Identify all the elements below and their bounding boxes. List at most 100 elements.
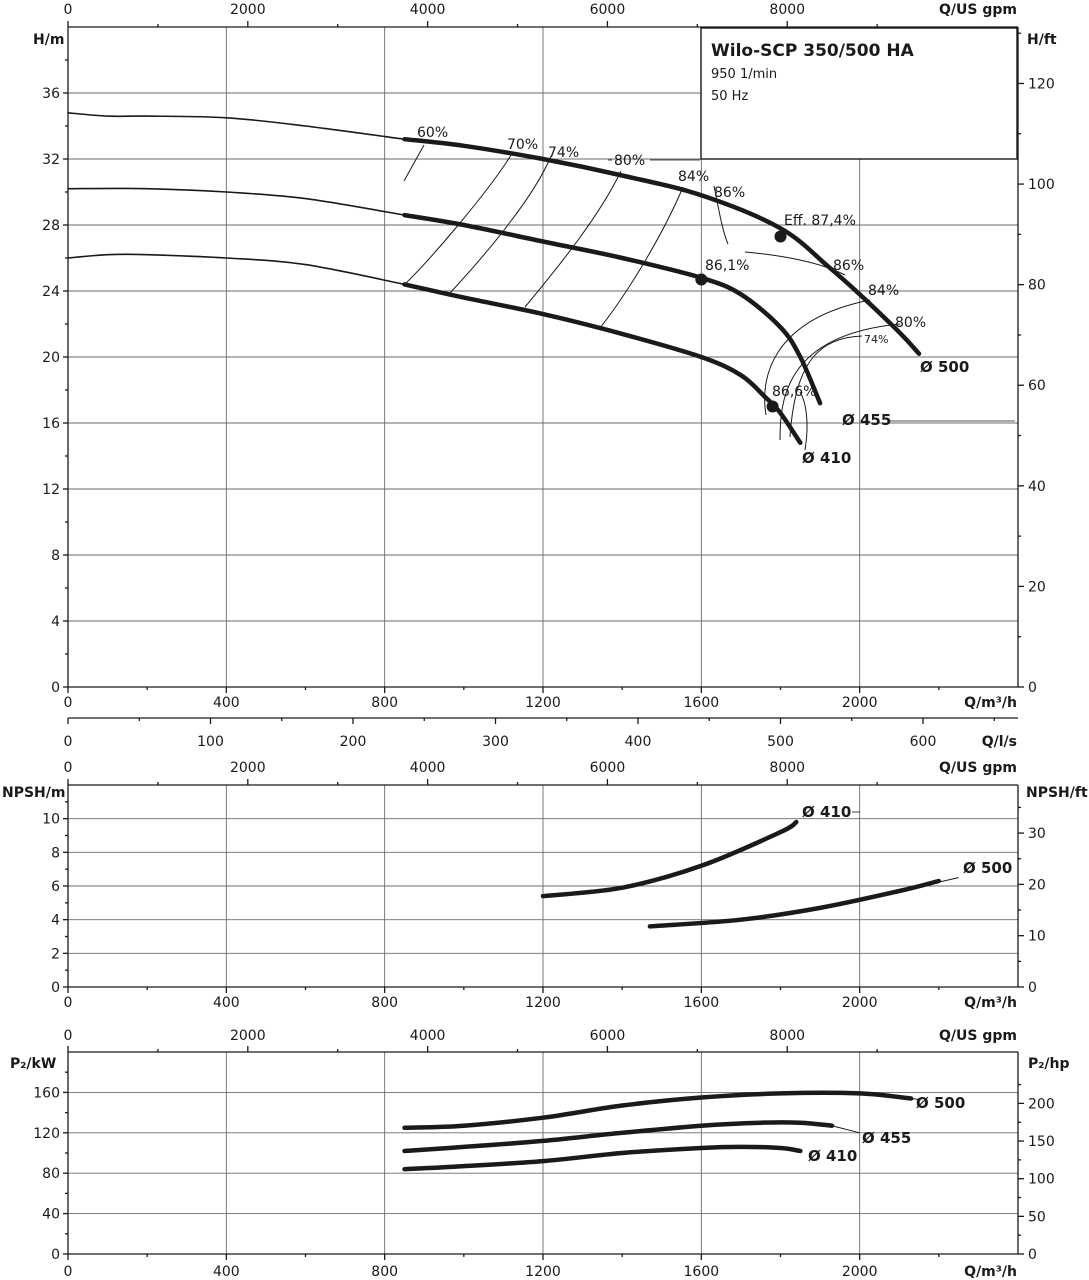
label-leader [831, 1125, 860, 1134]
head-y-right-axis-label: H/ft [1027, 32, 1057, 48]
ls-axis: 0 100 200 300 400 500 600 [64, 717, 1018, 750]
y-tick-label: 0 [51, 1247, 60, 1263]
eff-label: 74% [864, 333, 888, 346]
iso-efficiency-lines [403, 144, 901, 451]
eff-label: 74% [548, 145, 579, 161]
power-label-455: Ø 455 [862, 1129, 911, 1147]
eff-label: 80% [614, 153, 645, 169]
x-tick-label: 800 [371, 695, 398, 711]
series-line [402, 1120, 835, 1154]
y-tick-label: 6 [51, 879, 60, 895]
x-tick-label: 2000 [842, 995, 878, 1011]
power-gpm-axis-label: Q/US gpm [939, 1028, 1017, 1044]
power-curves [402, 1090, 920, 1172]
gpm-tick-label: 8000 [769, 1028, 805, 1044]
eff-label: 86,6% [772, 384, 816, 400]
x-tick-label: 1600 [684, 995, 720, 1011]
curve-label-410: Ø 410 [802, 449, 851, 467]
x-tick-label: 400 [213, 995, 240, 1011]
series-line [402, 1144, 803, 1172]
right-tick-label: 0 [1028, 680, 1037, 696]
x-tick-label: 0 [64, 695, 73, 711]
eff-label: 86% [714, 185, 745, 201]
series-line [540, 819, 799, 899]
x-tick-label: 0 [64, 995, 73, 1011]
right-tick-label: 40 [1028, 479, 1046, 495]
y-tick-label: 4 [51, 913, 60, 929]
gpm-tick-label: 6000 [590, 760, 626, 776]
npsh-grid [67, 784, 1019, 988]
right-tick-label: 120 [1028, 76, 1055, 92]
npsh-curves [540, 819, 959, 929]
series-line [402, 212, 823, 406]
gpm-tick-label: 2000 [230, 2, 266, 18]
label-leader [899, 877, 959, 892]
gpm-tick-label: 0 [64, 760, 73, 776]
gpm-tick-label: 6000 [590, 2, 626, 18]
y-tick-label: 24 [42, 284, 60, 300]
series-line-thin [67, 112, 406, 140]
right-tick-label: 200 [1028, 1096, 1055, 1112]
series-line-thin [67, 187, 406, 216]
curve-label-455: Ø 455 [842, 411, 891, 429]
ls-tick-label: 600 [910, 734, 937, 750]
eff-label: 60% [417, 125, 448, 141]
npsh-panel: 0 400 800 1200 1600 2000 0 2 4 6 8 10 0 2000 4000 6000 8… [2, 760, 1088, 1011]
eff-label: 80% [895, 315, 926, 331]
gpm-tick-label: 0 [64, 2, 73, 18]
series-line [402, 1090, 914, 1131]
power-grid [67, 1051, 1019, 1255]
y-tick-label: 12 [42, 482, 60, 498]
head-gpm-axis-label: Q/US gpm [939, 2, 1017, 18]
right-tick-label: 20 [1028, 579, 1046, 595]
x-tick-label: 1600 [684, 1264, 720, 1280]
y-tick-label: 120 [33, 1126, 60, 1142]
x-tick-label: 1200 [525, 695, 561, 711]
npsh-label-500: Ø 500 [963, 859, 1012, 877]
npsh-y-right-axis-label: NPSH/ft [1026, 785, 1088, 801]
y-tick-label: 160 [33, 1085, 60, 1101]
y-tick-label: 0 [51, 980, 60, 996]
gpm-tick-label: 4000 [410, 760, 446, 776]
npsh-y-axis-label: NPSH/m [2, 785, 65, 801]
right-tick-label: 100 [1028, 177, 1055, 193]
label-leader [911, 1097, 920, 1100]
npsh-tick-labels: 0 400 800 1200 1600 2000 0 2 4 6 8 10 0 2000 4000 6000 8… [42, 760, 1046, 1011]
bep-point [774, 230, 787, 243]
y-tick-label: 20 [42, 350, 60, 366]
head-x-axis-label: Q/m³/h [964, 695, 1017, 711]
gpm-tick-label: 6000 [590, 1028, 626, 1044]
ls-tick-label: 200 [340, 734, 367, 750]
power-label-500: Ø 500 [916, 1094, 965, 1112]
efficiency-labels: 60% 70% 74% 80% 84% 86% Eff. 87,4% 86,1%… [417, 125, 926, 400]
y-tick-label: 8 [51, 845, 60, 861]
frequency-label: 50 Hz [711, 89, 748, 104]
x-tick-label: 800 [371, 995, 398, 1011]
head-y-axis-label: H/m [33, 32, 64, 48]
power-label-410: Ø 410 [808, 1147, 857, 1165]
y-tick-label: 0 [51, 680, 60, 696]
chart-title: Wilo-SCP 350/500 HA [711, 41, 915, 61]
title-box [700, 27, 1018, 160]
eff-label: 86% [833, 258, 864, 274]
right-tick-label: 20 [1028, 877, 1046, 893]
npsh-gpm-axis-label: Q/US gpm [939, 760, 1017, 776]
y-tick-label: 8 [51, 548, 60, 564]
x-tick-label: 400 [213, 1264, 240, 1280]
series-line-thin [67, 253, 406, 286]
eff-label: 70% [507, 137, 538, 153]
x-tick-label: 1200 [525, 995, 561, 1011]
right-tick-label: 0 [1028, 1247, 1037, 1263]
power-x-axis-label: Q/m³/h [964, 1264, 1017, 1280]
head-ls-axis-label: Q/l/s [982, 734, 1017, 750]
gpm-tick-label: 2000 [230, 1028, 266, 1044]
y-tick-label: 36 [42, 86, 60, 102]
x-tick-label: 2000 [842, 1264, 878, 1280]
bep-points [695, 230, 787, 413]
gpm-tick-label: 0 [64, 1028, 73, 1044]
x-tick-label: 400 [213, 695, 240, 711]
gpm-tick-label: 4000 [410, 2, 446, 18]
